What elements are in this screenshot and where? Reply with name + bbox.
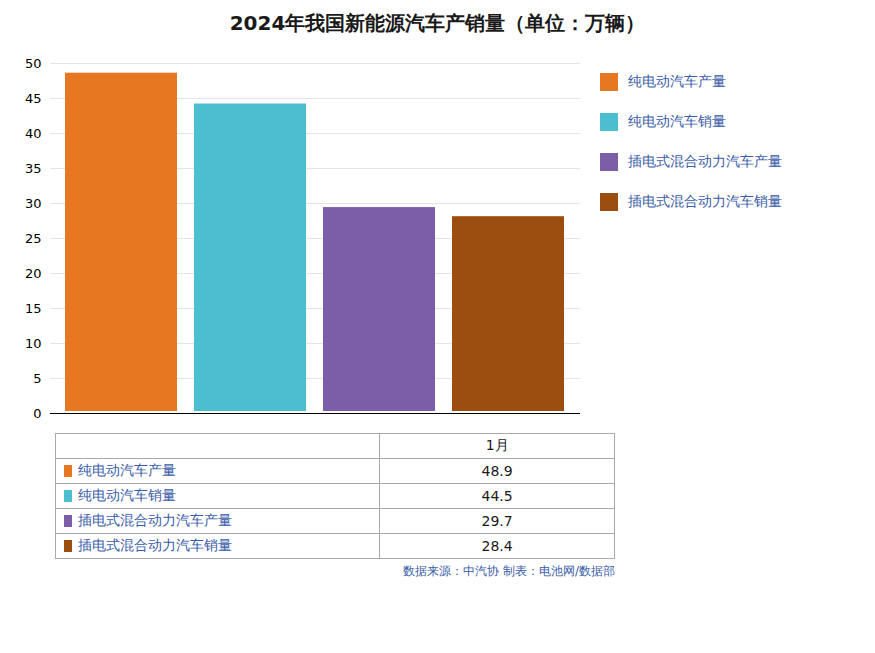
html-text:2024年我国新能源汽车产销量（单位：万辆）: 2024年我国新能源汽车产销量（单位：万辆） — [229, 11, 646, 35]
html-text:插电式混合动力汽车产量: 插电式混合动力汽车产量 — [78, 512, 232, 528]
html-text:插电式混合动力汽车销量: 插电式混合动力汽车销量 — [78, 537, 232, 553]
svg-text:5: 5 — [33, 371, 41, 386]
svg-text:25: 25 — [25, 231, 42, 246]
html-text:纯电动汽车产量: 纯电动汽车产量 — [628, 73, 726, 89]
html-text:44.5: 44.5 — [481, 488, 513, 504]
html-text:插电式混合动力汽车产量: 插电式混合动力汽车产量 — [628, 153, 782, 169]
svg-text:50: 50 — [25, 56, 42, 71]
html-text:28.4: 28.4 — [481, 538, 513, 554]
svg-text:20: 20 — [25, 266, 42, 281]
svg-text:45: 45 — [25, 91, 42, 106]
html-text:数据来源：中汽协 制表：电池网/数据部: 数据来源：中汽协 制表：电池网/数据部 — [403, 564, 615, 578]
svg-text:15: 15 — [25, 301, 42, 316]
html-text:29.7: 29.7 — [481, 513, 513, 529]
svg-text:30: 30 — [25, 196, 42, 211]
svg-text:35: 35 — [25, 161, 42, 176]
svg-text:10: 10 — [25, 336, 42, 351]
html-text:纯电动汽车销量: 纯电动汽车销量 — [78, 487, 176, 503]
svg-text:40: 40 — [25, 126, 42, 141]
html-text:插电式混合动力汽车销量: 插电式混合动力汽车销量 — [628, 193, 782, 209]
html-text:纯电动汽车产量: 纯电动汽车产量 — [78, 462, 176, 478]
html-text:1月: 1月 — [485, 437, 509, 453]
html-text:48.9: 48.9 — [481, 463, 513, 479]
svg-text:0: 0 — [33, 406, 41, 421]
html-text:纯电动汽车销量: 纯电动汽车销量 — [628, 113, 726, 129]
